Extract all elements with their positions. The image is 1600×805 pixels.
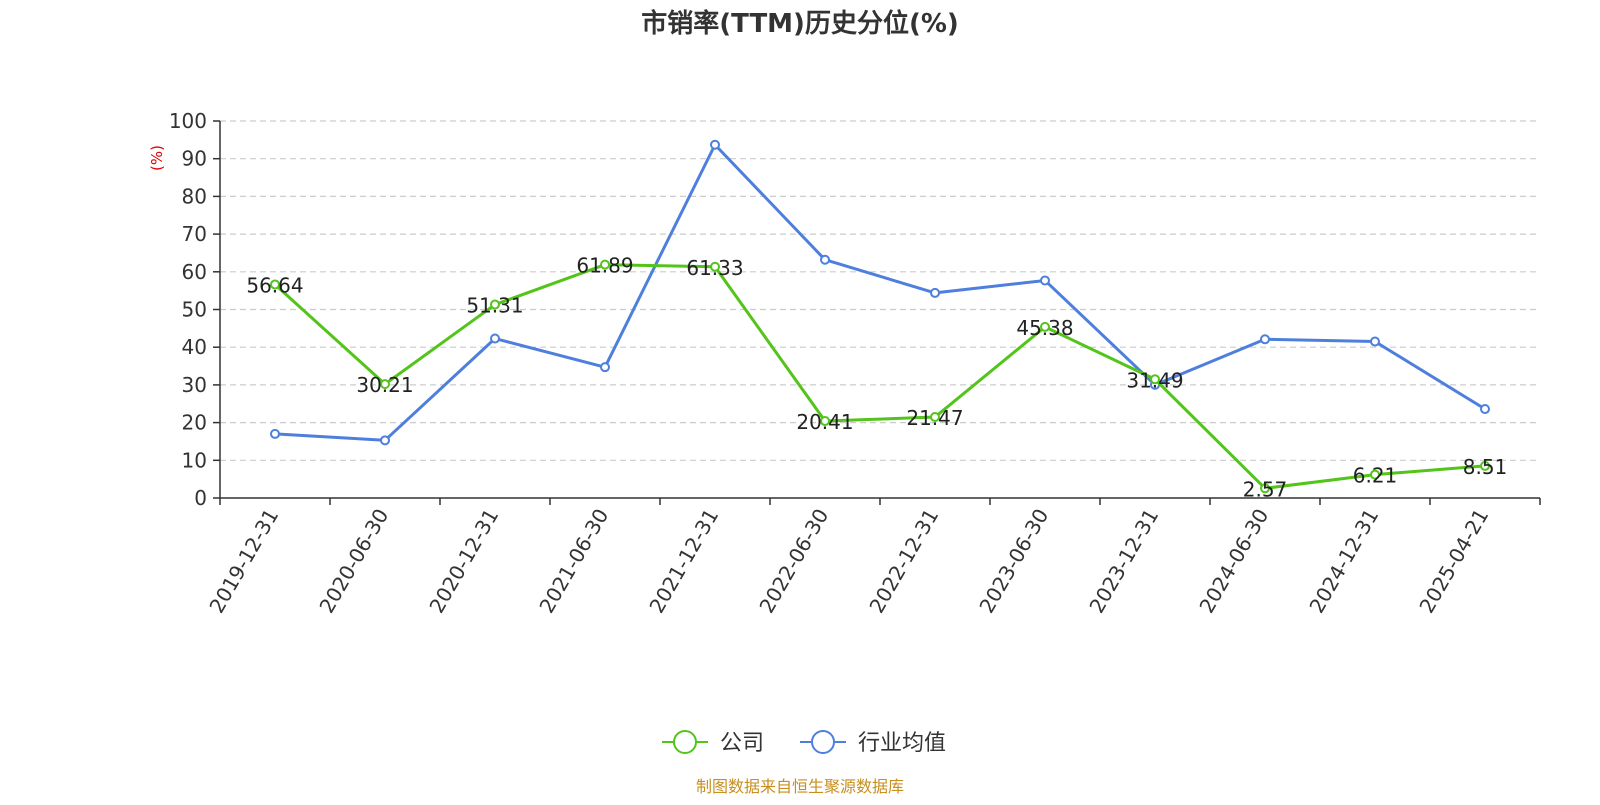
x-tick-label: 2021-06-30 xyxy=(534,505,613,618)
legend-item-industry[interactable]: 行业均值 xyxy=(800,730,946,756)
x-tick-label: 2025-04-21 xyxy=(1414,505,1493,618)
data-point xyxy=(1370,469,1380,480)
x-tick-label: 2024-06-30 xyxy=(1194,505,1273,618)
data-point xyxy=(710,139,720,150)
series-line-行业均值 xyxy=(274,143,1486,442)
y-tick-label: 10 xyxy=(182,448,207,472)
y-axis-unit-label: (%) xyxy=(148,145,166,171)
x-tick-label: 2024-12-31 xyxy=(1304,505,1383,618)
data-point xyxy=(380,379,390,390)
data-label: 51.31 xyxy=(466,294,523,318)
x-tick-label: 2020-06-30 xyxy=(314,505,393,618)
data-labels: 56.64 30.21 51.31 61.89 61.33 20.41 21.47 45.38… xyxy=(246,254,1507,502)
y-tick-label: 20 xyxy=(182,411,207,435)
legend[interactable]: 公司 行业均值 xyxy=(662,730,946,756)
grid-lines xyxy=(220,120,1540,461)
y-tick-label: 100 xyxy=(169,109,207,133)
x-tick-label: 2019-12-31 xyxy=(204,505,283,618)
y-tick-label: 50 xyxy=(182,298,207,322)
legend-label: 行业均值 xyxy=(858,731,946,756)
data-label: 61.33 xyxy=(686,256,743,280)
data-point xyxy=(1480,404,1490,415)
data-point xyxy=(1150,374,1160,385)
data-point xyxy=(710,261,720,272)
data-point xyxy=(490,333,500,344)
axes: 0 10 20 30 40 50 60 70 80 90 100 2019-12-31 2020-06-… xyxy=(169,109,1541,618)
legend-label: 公司 xyxy=(720,731,764,756)
legend-marker xyxy=(673,730,697,754)
data-point xyxy=(1040,321,1050,332)
x-tick-label: 2023-06-30 xyxy=(974,505,1053,618)
x-tick-label: 2022-06-30 xyxy=(754,505,833,618)
data-point xyxy=(600,362,610,373)
data-point xyxy=(930,412,940,423)
legend-item-company[interactable]: 公司 xyxy=(662,730,764,756)
x-tick-label: 2022-12-31 xyxy=(864,505,943,618)
data-point xyxy=(820,416,830,427)
y-tick-label: 80 xyxy=(182,184,207,208)
y-tick-label: 70 xyxy=(182,222,207,246)
y-tick-label: 30 xyxy=(182,373,207,397)
data-point xyxy=(1040,275,1050,286)
data-label: 30.21 xyxy=(356,373,413,397)
data-point xyxy=(930,287,940,298)
data-label: 61.89 xyxy=(576,254,633,278)
x-tick-label: 2023-12-31 xyxy=(1084,505,1163,618)
data-label: 2.57 xyxy=(1243,477,1288,501)
data-point xyxy=(270,428,280,439)
data-point xyxy=(1260,483,1270,494)
data-point xyxy=(270,279,280,290)
data-label: 20.41 xyxy=(796,410,853,434)
data-label: 8.51 xyxy=(1463,455,1508,479)
data-label: 6.21 xyxy=(1353,464,1398,488)
data-point xyxy=(490,299,500,310)
y-tick-label: 90 xyxy=(182,147,207,171)
series-line-公司 xyxy=(273,263,1486,490)
data-point xyxy=(380,435,390,446)
data-point xyxy=(1370,336,1380,347)
y-tick-label: 60 xyxy=(182,260,207,284)
data-point xyxy=(1480,460,1490,471)
data-label: 31.49 xyxy=(1126,368,1183,392)
series-lines xyxy=(270,139,1490,494)
y-tick-label: 0 xyxy=(194,486,207,510)
data-label: 45.38 xyxy=(1016,316,1073,340)
data-label: 56.64 xyxy=(246,273,303,297)
data-point xyxy=(1260,334,1270,345)
source-note: 制图数据来自恒生聚源数据库 xyxy=(696,777,904,796)
x-tick-label: 2021-12-31 xyxy=(644,505,723,618)
data-point xyxy=(820,254,830,265)
data-label: 21.47 xyxy=(906,406,963,430)
legend-marker xyxy=(811,730,835,754)
chart-title: 市销率(TTM)历史分位(%) xyxy=(641,8,959,39)
y-tick-label: 40 xyxy=(182,335,207,359)
x-tick-label: 2020-12-31 xyxy=(424,505,503,618)
data-point xyxy=(600,259,610,270)
